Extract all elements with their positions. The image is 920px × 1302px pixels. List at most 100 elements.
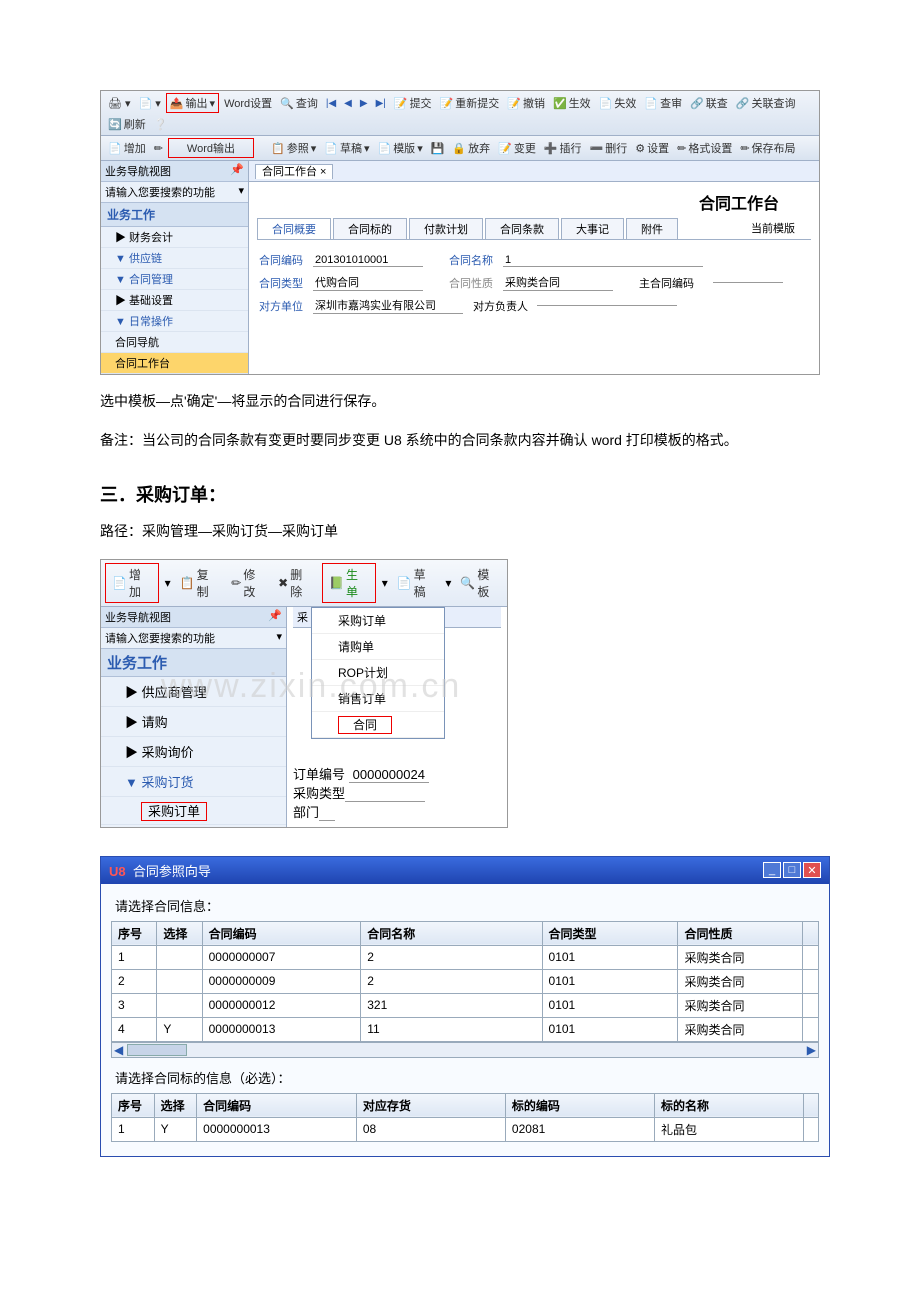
change-button[interactable]: 📝 变更: [495, 139, 539, 157]
value-contract-nature[interactable]: 采购类合同: [503, 274, 613, 291]
sidebar-item-basic[interactable]: ▶ 基础设置: [101, 290, 248, 311]
insert-row-button[interactable]: ➕ 插行: [541, 139, 585, 157]
help-icon[interactable]: ❔: [151, 117, 171, 132]
value-main-contract[interactable]: [713, 282, 783, 283]
value-contract-name[interactable]: 1: [503, 254, 703, 267]
resubmit-button[interactable]: 📝 重新提交: [437, 94, 503, 112]
po-template-button[interactable]: 🔍 模板: [457, 565, 503, 601]
audit-button[interactable]: 📄 查审: [641, 94, 685, 112]
subtab-terms[interactable]: 合同条款: [485, 218, 559, 239]
add-button[interactable]: 📄 增加: [105, 139, 149, 157]
col-header: 合同名称: [361, 921, 542, 945]
table-row[interactable]: 2000000000920101采购类合同: [112, 969, 819, 993]
save-icon[interactable]: 💾: [428, 141, 448, 156]
tab-bar: 合同工作台 ×: [249, 161, 819, 182]
subtab-subject[interactable]: 合同标的: [333, 218, 407, 239]
po-draft-button[interactable]: 📄 草稿: [394, 565, 440, 601]
format-button[interactable]: ✏ 格式设置: [674, 139, 735, 157]
first-icon[interactable]: |◀: [323, 97, 339, 110]
sidebar-item-purchase-order[interactable]: 采购订单: [101, 797, 286, 825]
sidebar-item-supplychain[interactable]: ▼ 供应链: [101, 248, 248, 269]
menu-item-request[interactable]: 请购单: [312, 634, 444, 660]
form-area: 合同编码 201301010001 合同名称 1 合同类型 代购合同 合同性质 …: [249, 240, 819, 328]
sidebar-item-inquiry[interactable]: ▶ 采购询价: [101, 737, 286, 767]
deactivate-button[interactable]: 📄 失效: [596, 94, 640, 112]
ref-button[interactable]: 📋 参照 ▾: [268, 139, 319, 157]
col-header: 合同性质: [678, 921, 803, 945]
po-toolbar: 📄 增加 ▾ 📋 复制 ✏ 修改 ✖ 删除 📗 生单 ▾ 📄 草稿 ▾ 🔍 模板: [101, 560, 507, 607]
maximize-icon[interactable]: □: [783, 862, 801, 878]
dialog-title-bar: U8 合同参照向导 _ □ ✕: [101, 857, 829, 884]
po-delete-button[interactable]: ✖ 删除: [275, 565, 316, 601]
sidebar-item-daily[interactable]: ▼ 日常操作: [101, 311, 248, 332]
close-icon[interactable]: ✕: [803, 862, 821, 878]
table-row[interactable]: 300000000123210101采购类合同: [112, 993, 819, 1017]
po-copy-button[interactable]: 📋 复制: [177, 565, 223, 601]
template-button[interactable]: 📄 模版 ▾: [374, 139, 425, 157]
po-edit-button[interactable]: ✏ 修改: [228, 565, 269, 601]
value-party-person[interactable]: [537, 305, 677, 306]
subtab-attachments[interactable]: 附件: [626, 218, 678, 239]
output-button[interactable]: 📤 输出 ▾: [166, 93, 219, 113]
sidebar-item-contract-nav[interactable]: 合同导航: [101, 332, 248, 353]
value-contract-type[interactable]: 代购合同: [313, 274, 423, 291]
link-query-button[interactable]: 🔗 联查: [687, 94, 731, 112]
doc-icon[interactable]: 📄 ▾: [136, 96, 164, 111]
menu-item-sales[interactable]: 销售订单: [312, 686, 444, 712]
menu-item-rop[interactable]: ROP计划: [312, 660, 444, 686]
contract-info-table: 序号选择合同编码合同名称合同类型合同性质 1000000000720101采购类…: [111, 921, 819, 1042]
screenshot-purchase-order: 📄 增加 ▾ 📋 复制 ✏ 修改 ✖ 删除 📗 生单 ▾ 📄 草稿 ▾ 🔍 模板…: [100, 559, 508, 828]
subtab-events[interactable]: 大事记: [561, 218, 624, 239]
next-icon[interactable]: ▶: [357, 97, 371, 110]
horizontal-scrollbar[interactable]: ◀ ▶: [111, 1042, 819, 1058]
edit-icon[interactable]: ✏: [151, 141, 166, 156]
activate-button[interactable]: ✅ 生效: [550, 94, 594, 112]
related-query-button[interactable]: 🔗 关联查询: [733, 94, 799, 112]
col-header: 合同编码: [202, 921, 361, 945]
table-row[interactable]: 1Y00000000130802081礼品包: [112, 1117, 819, 1141]
po-generate-button[interactable]: 📗 生单: [322, 563, 376, 603]
table-row[interactable]: 1000000000720101采购类合同: [112, 945, 819, 969]
minimize-icon[interactable]: _: [763, 862, 781, 878]
sidebar-item-supplier[interactable]: ▶ 供应商管理: [101, 677, 286, 707]
doc-note: 备注：当公司的合同条款有变更时要同步变更 U8 系统中的合同条款内容并确认 wo…: [100, 428, 820, 453]
dept-row: 部门: [293, 802, 501, 821]
query-button[interactable]: 🔍 查询: [277, 94, 321, 112]
col-header: 对应存货: [356, 1093, 505, 1117]
subtab-summary[interactable]: 合同概要: [257, 218, 331, 239]
word-settings-button[interactable]: Word设置: [221, 94, 275, 112]
discard-button[interactable]: 🔒 放弃: [449, 139, 493, 157]
sidebar-item-finance[interactable]: ▶ 财务会计: [101, 227, 248, 248]
sidebar-item-contract[interactable]: ▼ 合同管理: [101, 269, 248, 290]
page-title: 合同工作台: [249, 182, 819, 218]
col-header: 序号: [112, 921, 157, 945]
print-icon[interactable]: 🖨 ▾: [105, 96, 134, 111]
submit-button[interactable]: 📝 提交: [391, 94, 435, 112]
menu-item-contract[interactable]: 合同: [312, 712, 444, 738]
po-add-button[interactable]: 📄 增加: [105, 563, 159, 603]
tab-contract-workbench[interactable]: 合同工作台 ×: [255, 164, 333, 179]
last-icon[interactable]: ▶|: [373, 97, 389, 110]
settings-button[interactable]: ⚙ 设置: [632, 139, 672, 157]
po-sidebar-search[interactable]: 请输入您要搜索的功能▾: [101, 628, 286, 649]
draft-button[interactable]: 📄 草稿 ▾: [321, 139, 372, 157]
refresh-button[interactable]: 🔄 刷新: [105, 115, 149, 133]
sidebar-item-request[interactable]: ▶ 请购: [101, 707, 286, 737]
prev-icon[interactable]: ◀: [341, 97, 355, 110]
label-party: 对方单位: [259, 298, 309, 314]
table-row[interactable]: 4Y0000000013110101采购类合同: [112, 1017, 819, 1041]
subtab-payment[interactable]: 付款计划: [409, 218, 483, 239]
delete-row-button[interactable]: ➖ 删行: [587, 139, 631, 157]
revoke-button[interactable]: 📝 撤销: [504, 94, 548, 112]
value-contract-code[interactable]: 201301010001: [313, 254, 423, 267]
sidebar-search[interactable]: 请输入您要搜索的功能▾: [101, 182, 248, 203]
col-header: 选择: [157, 921, 202, 945]
value-party[interactable]: 深圳市嘉鸿实业有限公司: [313, 297, 463, 314]
word-output-button[interactable]: Word输出: [168, 138, 254, 158]
sidebar-item-contract-workbench[interactable]: 合同工作台: [101, 353, 248, 374]
menu-item-po[interactable]: 采购订单: [312, 608, 444, 634]
po-sidebar: 业务导航视图📌 请输入您要搜索的功能▾ 业务工作 ▶ 供应商管理 ▶ 请购 ▶ …: [101, 607, 287, 827]
label-contract-nature: 合同性质: [449, 275, 499, 291]
save-layout-button[interactable]: ✏ 保存布局: [737, 139, 798, 157]
sidebar-item-ordering[interactable]: ▼ 采购订货: [101, 767, 286, 797]
